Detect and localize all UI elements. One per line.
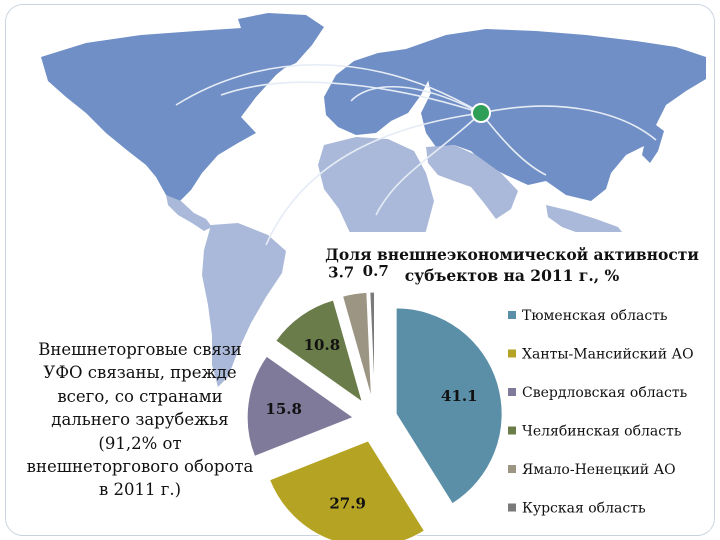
pie-slice [341, 291, 372, 399]
trade-route [265, 112, 482, 246]
asia-landmass [406, 29, 706, 201]
japan-landmass [642, 125, 664, 163]
trade-route [350, 86, 482, 114]
legend-swatch [508, 311, 516, 319]
legend-label: Ямало-Ненецкий АО [522, 462, 676, 478]
greenland-landmass [238, 13, 324, 71]
origin-marker [471, 103, 491, 123]
pie-data-label: 27.9 [329, 494, 366, 512]
pie-data-label: 0.7 [363, 262, 389, 280]
trade-route [480, 105, 657, 141]
legend-label: Ханты-Мансийский АО [522, 347, 694, 363]
legend-swatch [508, 465, 516, 473]
side-text: Внешнеторговые связи УФО связаны, прежде… [26, 340, 254, 500]
legend-swatch [508, 503, 516, 512]
europe-landmass [324, 49, 431, 135]
pie-data-label: 15.8 [265, 400, 302, 418]
legend: Тюменская область Ханты-Мансийский АО Свер… [508, 308, 694, 517]
pie-labels: 41.1 27.9 15.8 10.8 3.7 0.7 [265, 262, 477, 513]
north-america-landmass [41, 27, 298, 203]
pie-data-label: 3.7 [328, 264, 354, 282]
trade-route [175, 64, 482, 114]
chart-title-line-1: Доля внешнеэкономической активности [325, 245, 699, 264]
south-america-landmass [202, 223, 286, 387]
chart-title-line-2: субъектов на 2011 г., % [405, 266, 620, 285]
legend-label: Тюменская область [522, 308, 668, 324]
trade-route [375, 112, 482, 216]
legend-swatch [508, 426, 516, 435]
pie-slice [275, 299, 364, 404]
trade-route [220, 81, 482, 114]
pie-data-label: 41.1 [441, 387, 478, 405]
pie-slice [246, 355, 355, 458]
legend-label: Курская область [522, 501, 646, 517]
pie-slice [369, 291, 376, 399]
legend-swatch [508, 349, 516, 358]
trade-route [480, 112, 547, 176]
pie-slice [395, 307, 503, 505]
south-asia-landmass [426, 145, 518, 219]
central-america-landmass [166, 195, 212, 231]
pie-slices [246, 291, 503, 540]
pie-data-label: 10.8 [304, 336, 341, 354]
legend-label: Свердловская область [522, 385, 688, 401]
legend-swatch [508, 388, 516, 396]
legend-label: Челябинская область [522, 424, 682, 440]
